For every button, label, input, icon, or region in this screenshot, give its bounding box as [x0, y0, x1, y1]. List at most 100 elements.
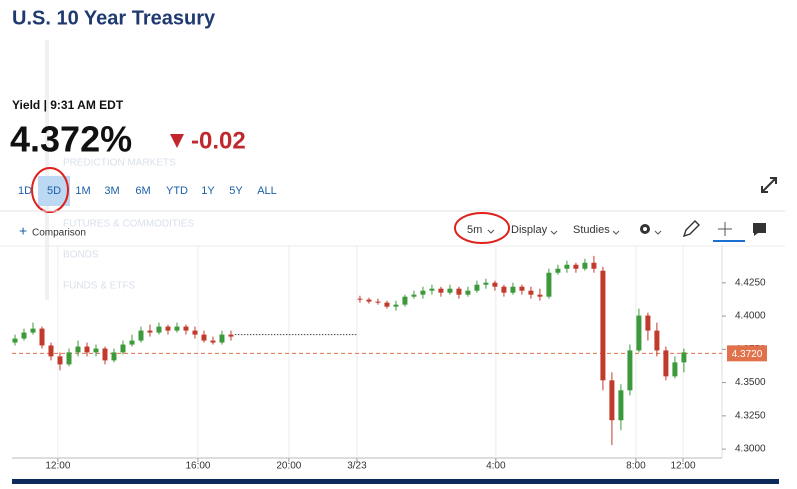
expand-icon[interactable]	[761, 177, 777, 193]
candle-body	[438, 288, 444, 293]
studies[interactable]: Studies	[573, 224, 610, 236]
candle-body	[411, 294, 417, 297]
ghost-menu-item: BONDS	[63, 250, 99, 261]
range-button[interactable]: 1M	[75, 185, 90, 197]
scrollbar	[45, 40, 49, 300]
y-tick-label: 4.3000	[735, 444, 766, 455]
last-price-label: 4.3720	[732, 349, 763, 360]
candle-body	[645, 315, 651, 331]
candle-body	[537, 294, 543, 297]
candle-body	[165, 326, 171, 331]
candle-body	[573, 264, 579, 269]
range-button[interactable]: ALL	[257, 185, 277, 197]
range-button[interactable]: 6M	[135, 185, 150, 197]
y-tick-label: 4.4250	[735, 277, 766, 288]
comparison[interactable]: Comparison	[32, 228, 86, 239]
draw-icon[interactable]	[682, 220, 700, 238]
candle-body	[147, 330, 153, 333]
candle-body	[555, 268, 561, 273]
ghost-menu-item: FUNDS & ETFS	[63, 281, 136, 292]
candle-body	[84, 346, 90, 353]
interval[interactable]: 5m	[467, 224, 482, 236]
candle-body	[393, 304, 399, 307]
candle-body	[201, 334, 207, 341]
candle-body	[228, 334, 234, 337]
candle-body	[174, 326, 180, 331]
candle-body	[30, 328, 36, 333]
candle-body	[681, 352, 687, 363]
candle-body	[156, 326, 162, 333]
candle-body	[519, 286, 525, 291]
candle-body	[456, 288, 462, 295]
candle-body	[111, 352, 117, 361]
display[interactable]: Display	[511, 224, 548, 236]
y-tick-label: 4.4000	[735, 311, 766, 322]
settings-icon[interactable]	[640, 224, 662, 235]
x-tick-label: 3/23	[347, 461, 367, 472]
y-tick-label: 4.3500	[735, 377, 766, 388]
candle-body	[447, 288, 453, 293]
candle-body	[654, 330, 660, 351]
candle-body	[627, 350, 633, 391]
candle-body	[483, 282, 489, 285]
candle-body	[402, 296, 408, 305]
last-price-box	[727, 345, 767, 362]
candle-body	[93, 348, 99, 353]
candle-body	[66, 352, 72, 365]
change: -0.02	[191, 127, 246, 154]
candle-body	[528, 290, 534, 295]
range-button[interactable]: 1Y	[201, 185, 215, 197]
range-button[interactable]: 5Y	[229, 185, 243, 197]
candle-body	[375, 301, 381, 303]
candle-body	[120, 344, 126, 353]
range-button[interactable]: 1D	[18, 185, 32, 197]
candle-body	[21, 332, 27, 339]
y-tick-label: 4.3250	[735, 410, 766, 421]
ghost-menu-item: FUTURES & COMMODITIES	[63, 219, 194, 230]
candle-body	[138, 330, 144, 341]
yield-label: Yield | 9:31 AM EDT	[12, 98, 124, 112]
x-tick-label: 12:00	[45, 461, 70, 472]
chevron	[487, 229, 495, 234]
candle-body	[129, 340, 135, 345]
candle-body	[564, 264, 570, 269]
candle-body	[663, 350, 669, 377]
candle-body	[384, 302, 390, 307]
candle-body	[183, 326, 189, 331]
candle-body	[582, 262, 588, 269]
footer-bar	[12, 479, 779, 484]
range-button[interactable]: YTD	[166, 185, 188, 197]
candle-body	[492, 282, 498, 287]
candle-body	[618, 390, 624, 421]
title: U.S. 10 Year Treasury	[12, 7, 216, 29]
x-tick-label: 8:00	[626, 461, 646, 472]
comment-icon[interactable]	[753, 223, 766, 236]
range-button[interactable]: 3M	[104, 185, 119, 197]
candle-body	[591, 262, 597, 269]
chevron	[550, 230, 558, 235]
candle-body	[636, 315, 642, 351]
candle-body	[48, 345, 54, 357]
candle-body	[609, 380, 615, 421]
plus-icon: +	[19, 223, 27, 239]
candle-body	[12, 338, 18, 343]
chevron	[612, 230, 620, 235]
candle-body	[366, 299, 372, 302]
x-tick-label: 20:00	[276, 461, 301, 472]
candle-body	[219, 334, 225, 343]
candle-body	[600, 270, 606, 381]
down-arrow	[170, 134, 184, 148]
candle-body	[546, 272, 552, 297]
candle-body	[501, 286, 507, 293]
candle-body	[75, 346, 81, 353]
annotation-circle	[454, 212, 510, 244]
price: 4.372%	[10, 119, 132, 160]
range-buttons: 1D 5D 1M 3M 6M YTD 1Y 5Y ALL	[18, 185, 277, 197]
range-button[interactable]: 5D	[47, 185, 61, 197]
candle-body	[210, 340, 216, 343]
x-tick-label: 12:00	[670, 461, 695, 472]
x-tick-label: 16:00	[185, 461, 210, 472]
crosshair-icon[interactable]	[713, 222, 745, 242]
ghost-menu: PREDICTION MARKETS FUTURES & COMMODITIES B…	[63, 158, 194, 292]
